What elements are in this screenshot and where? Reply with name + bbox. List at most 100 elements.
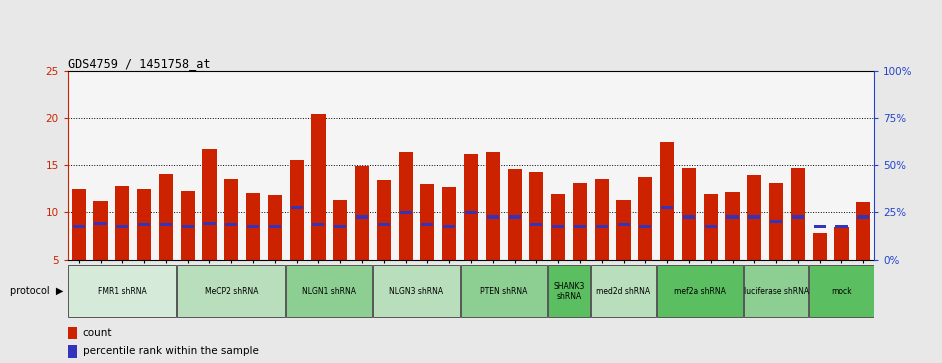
Bar: [73, 225, 85, 228]
Text: mock: mock: [831, 287, 852, 296]
Bar: [574, 225, 586, 228]
Bar: [421, 223, 433, 226]
Bar: [268, 195, 282, 260]
Bar: [640, 225, 651, 228]
Text: percentile rank within the sample: percentile rank within the sample: [83, 346, 258, 356]
Text: PTEN shRNA: PTEN shRNA: [480, 287, 528, 296]
Text: mef2a shRNA: mef2a shRNA: [674, 287, 725, 296]
Bar: [529, 172, 544, 260]
Bar: [93, 201, 107, 260]
Bar: [224, 179, 238, 260]
Bar: [159, 174, 173, 260]
Bar: [704, 195, 718, 260]
Bar: [377, 180, 391, 260]
Bar: [68, 345, 77, 358]
Bar: [398, 152, 413, 260]
Text: SHANK3
shRNA: SHANK3 shRNA: [553, 282, 585, 301]
Bar: [203, 222, 216, 225]
Bar: [771, 220, 782, 224]
Bar: [246, 193, 260, 260]
Bar: [378, 223, 390, 226]
Bar: [373, 265, 460, 317]
Bar: [682, 168, 696, 260]
Bar: [509, 215, 521, 219]
Bar: [487, 215, 499, 219]
Bar: [182, 225, 194, 228]
Bar: [594, 179, 609, 260]
Bar: [573, 183, 587, 260]
Bar: [683, 215, 695, 219]
Bar: [639, 178, 653, 260]
Bar: [225, 223, 237, 226]
Bar: [836, 225, 848, 228]
Bar: [334, 225, 347, 228]
Bar: [530, 223, 543, 226]
Bar: [465, 211, 477, 214]
Bar: [356, 215, 368, 219]
Bar: [94, 222, 106, 225]
Bar: [203, 149, 217, 260]
Bar: [705, 225, 717, 228]
Bar: [661, 206, 674, 209]
Bar: [312, 114, 326, 260]
Bar: [160, 223, 171, 226]
Bar: [552, 225, 564, 228]
Bar: [137, 189, 151, 260]
Bar: [289, 160, 303, 260]
Bar: [115, 186, 129, 260]
Bar: [618, 223, 629, 226]
Text: FMR1 shRNA: FMR1 shRNA: [98, 287, 147, 296]
Bar: [333, 200, 348, 260]
Bar: [177, 265, 285, 317]
Bar: [592, 265, 656, 317]
Bar: [463, 154, 479, 260]
Bar: [286, 265, 372, 317]
Text: count: count: [83, 328, 112, 338]
Bar: [660, 142, 674, 260]
Bar: [551, 195, 565, 260]
Bar: [268, 225, 281, 228]
Bar: [68, 265, 176, 317]
Bar: [399, 211, 412, 214]
Bar: [747, 175, 761, 260]
Text: NLGN3 shRNA: NLGN3 shRNA: [389, 287, 444, 296]
Bar: [138, 223, 150, 226]
Bar: [355, 166, 369, 260]
Bar: [181, 191, 195, 260]
Bar: [443, 225, 455, 228]
Bar: [508, 169, 522, 260]
Bar: [72, 189, 86, 260]
Bar: [486, 152, 500, 260]
Bar: [856, 202, 870, 260]
Bar: [313, 223, 324, 226]
Bar: [744, 265, 808, 317]
Bar: [442, 187, 456, 260]
Bar: [547, 265, 591, 317]
Bar: [420, 184, 434, 260]
Bar: [595, 225, 608, 228]
Bar: [748, 215, 760, 219]
Bar: [857, 215, 869, 219]
Bar: [792, 215, 804, 219]
Text: protocol  ▶: protocol ▶: [9, 286, 63, 296]
Bar: [725, 192, 739, 260]
Bar: [726, 215, 739, 219]
Bar: [835, 228, 849, 260]
Bar: [68, 327, 77, 339]
Text: NLGN1 shRNA: NLGN1 shRNA: [302, 287, 356, 296]
Bar: [616, 200, 630, 260]
Bar: [291, 206, 302, 209]
Text: GDS4759 / 1451758_at: GDS4759 / 1451758_at: [68, 57, 210, 70]
Bar: [461, 265, 547, 317]
Bar: [657, 265, 743, 317]
Bar: [814, 225, 826, 228]
Bar: [247, 225, 259, 228]
Bar: [116, 225, 128, 228]
Bar: [809, 265, 874, 317]
Bar: [769, 183, 783, 260]
Text: luciferase shRNA: luciferase shRNA: [743, 287, 808, 296]
Bar: [813, 233, 827, 260]
Text: MeCP2 shRNA: MeCP2 shRNA: [204, 287, 258, 296]
Text: med2d shRNA: med2d shRNA: [596, 287, 651, 296]
Bar: [791, 168, 805, 260]
